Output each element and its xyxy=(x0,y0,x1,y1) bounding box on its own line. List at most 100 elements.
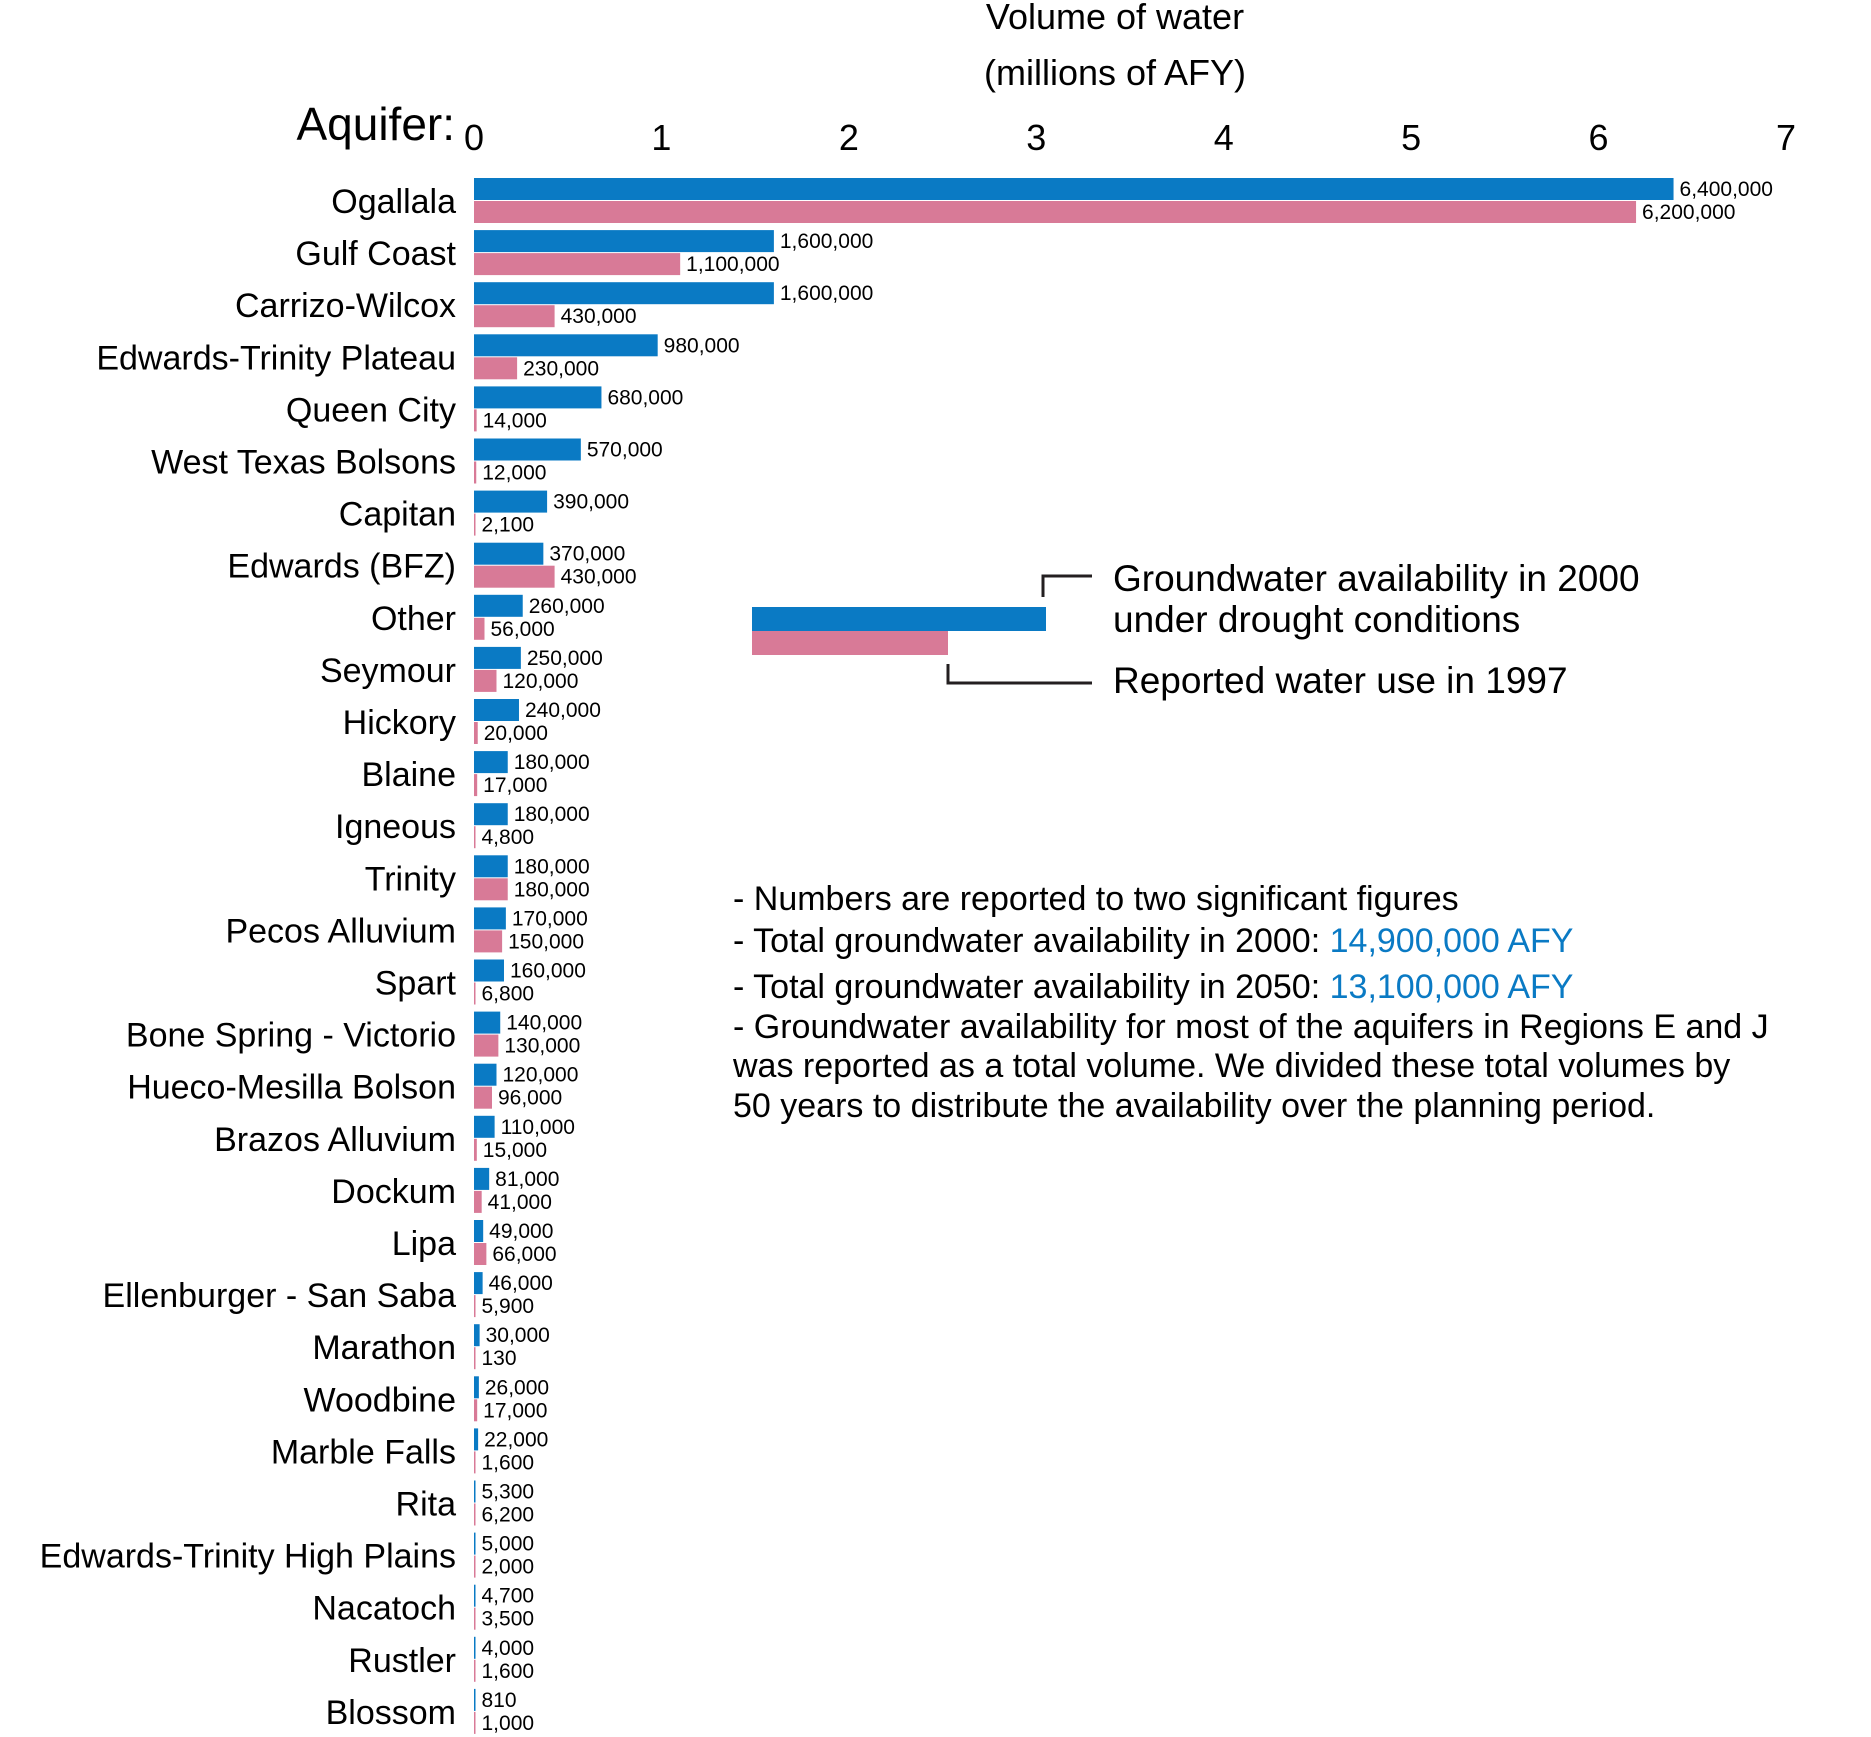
category-label-dockum: Dockum xyxy=(331,1173,456,1211)
bar-availability-2000-brazos-alluvium xyxy=(474,1115,495,1138)
bar-availability-2000-edwards-trinity-plateau xyxy=(474,334,658,357)
value-label-availability-2000-edwards-trinity-plateau: 980,000 xyxy=(664,334,740,357)
note-highlight-2: 14,900,000 AFY xyxy=(1330,922,1574,960)
bar-availability-2000-woodbine xyxy=(474,1376,479,1399)
category-label-ellenburger-san-saba: Ellenburger - San Saba xyxy=(103,1277,457,1315)
bar-availability-2000-nacatoch xyxy=(474,1584,476,1607)
legend-label-water-use: Reported water use in 1997 xyxy=(1113,660,1568,701)
x-axis: Volume of water (millions of AFY) Aquife… xyxy=(296,0,1796,158)
bar-availability-2000-marathon xyxy=(474,1324,480,1347)
note-line-2: - Total groundwater availability in 2000… xyxy=(733,922,1574,960)
bar-water-use-1997-marble-falls xyxy=(474,1451,476,1474)
x-tick-label-3: 3 xyxy=(1026,117,1046,158)
bar-availability-2000-queen-city xyxy=(474,386,602,409)
x-tick-label-6: 6 xyxy=(1589,117,1609,158)
value-label-availability-2000-other: 260,000 xyxy=(529,595,605,618)
category-label-marathon: Marathon xyxy=(312,1329,456,1367)
bar-availability-2000-edwards-trinity-high-plains xyxy=(474,1532,476,1555)
value-label-availability-2000-hickory: 240,000 xyxy=(525,699,601,722)
value-label-availability-2000-pecos-alluvium: 170,000 xyxy=(512,907,588,930)
bar-water-use-1997-bone-spring-victorio xyxy=(474,1034,499,1057)
value-label-water-use-1997-lipa: 66,000 xyxy=(492,1243,556,1266)
bar-water-use-1997-ellenburger-san-saba xyxy=(474,1295,476,1318)
bar-availability-2000-rita xyxy=(474,1480,476,1503)
bar-availability-2000-carrizo-wilcox xyxy=(474,282,774,305)
x-tick-label-0: 0 xyxy=(464,117,484,158)
bar-availability-2000-spart xyxy=(474,959,504,982)
bar-water-use-1997-dockum xyxy=(474,1190,482,1213)
value-label-water-use-1997-other: 56,000 xyxy=(490,618,554,641)
value-label-water-use-1997-carrizo-wilcox: 430,000 xyxy=(561,305,637,328)
legend-label-availability-line-1: Groundwater availability in 2000 xyxy=(1113,558,1640,599)
category-label-lipa: Lipa xyxy=(392,1225,456,1263)
x-tick-label-4: 4 xyxy=(1214,117,1234,158)
value-label-water-use-1997-hickory: 20,000 xyxy=(484,722,548,745)
category-label-seymour: Seymour xyxy=(320,652,456,690)
value-label-availability-2000-woodbine: 26,000 xyxy=(485,1376,549,1399)
category-label-blossom: Blossom xyxy=(326,1694,456,1732)
bar-water-use-1997-spart xyxy=(474,982,476,1005)
bar-water-use-1997-woodbine xyxy=(474,1399,478,1422)
category-label-nacatoch: Nacatoch xyxy=(312,1590,456,1628)
category-label-trinity: Trinity xyxy=(365,860,456,898)
value-label-availability-2000-trinity: 180,000 xyxy=(514,855,590,878)
bar-availability-2000-bone-spring-victorio xyxy=(474,1011,501,1034)
value-label-water-use-1997-spart: 6,800 xyxy=(482,983,535,1006)
value-label-water-use-1997-rustler: 1,600 xyxy=(482,1660,535,1683)
bar-water-use-1997-carrizo-wilcox xyxy=(474,305,555,328)
value-label-availability-2000-capitan: 390,000 xyxy=(553,491,629,514)
note-line-6: 50 years to distribute the availability … xyxy=(733,1087,1655,1125)
bar-availability-2000-marble-falls xyxy=(474,1428,479,1451)
bar-availability-2000-igneous xyxy=(474,803,508,826)
category-label-blaine: Blaine xyxy=(361,756,456,794)
bar-water-use-1997-queen-city xyxy=(474,409,477,432)
note-line-5: was reported as a total volume. We divid… xyxy=(732,1047,1730,1085)
value-label-availability-2000-blossom: 810 xyxy=(482,1689,517,1712)
bar-water-use-1997-west-texas-bolsons xyxy=(474,461,477,484)
value-label-water-use-1997-marble-falls: 1,600 xyxy=(482,1451,535,1474)
value-label-availability-2000-carrizo-wilcox: 1,600,000 xyxy=(780,282,873,305)
bar-water-use-1997-gulf-coast xyxy=(474,253,681,276)
category-label-other: Other xyxy=(371,600,456,638)
value-label-availability-2000-rita: 5,300 xyxy=(482,1481,535,1504)
category-label-edwards-trinity-plateau: Edwards-Trinity Plateau xyxy=(96,339,456,377)
bar-water-use-1997-igneous xyxy=(474,826,476,849)
bar-availability-2000-gulf-coast xyxy=(474,230,774,253)
value-label-water-use-1997-hueco-mesilla-bolson: 96,000 xyxy=(498,1087,562,1110)
value-label-water-use-1997-edwards-trinity-high-plains: 2,000 xyxy=(482,1556,535,1579)
category-label-gulf-coast: Gulf Coast xyxy=(295,235,456,273)
category-label-capitan: Capitan xyxy=(339,496,456,534)
bar-availability-2000-dockum xyxy=(474,1167,490,1190)
value-label-water-use-1997-capitan: 2,100 xyxy=(482,514,535,537)
value-label-availability-2000-blaine: 180,000 xyxy=(514,751,590,774)
value-label-water-use-1997-ogallala: 6,200,000 xyxy=(1642,201,1735,224)
bar-availability-2000-ogallala xyxy=(474,178,1674,200)
bar-water-use-1997-edwards-trinity-high-plains xyxy=(474,1555,476,1578)
notes: - Numbers are reported to two significan… xyxy=(732,880,1769,1125)
category-label-pecos-alluvium: Pecos Alluvium xyxy=(225,912,456,950)
x-axis-title-line-1: Volume of water xyxy=(986,0,1244,37)
note-line-1: - Numbers are reported to two significan… xyxy=(733,880,1459,918)
note-line-3: - Total groundwater availability in 2050… xyxy=(733,968,1574,1006)
x-tick-label-5: 5 xyxy=(1401,117,1421,158)
bar-water-use-1997-other xyxy=(474,617,485,640)
value-label-water-use-1997-bone-spring-victorio: 130,000 xyxy=(504,1035,580,1058)
value-label-availability-2000-seymour: 250,000 xyxy=(527,647,603,670)
bar-water-use-1997-capitan xyxy=(474,513,476,536)
x-tick-label-2: 2 xyxy=(839,117,859,158)
value-label-water-use-1997-blossom: 1,000 xyxy=(482,1712,535,1735)
category-label-hickory: Hickory xyxy=(343,704,456,742)
bar-water-use-1997-trinity xyxy=(474,878,508,901)
value-label-water-use-1997-nacatoch: 3,500 xyxy=(482,1608,535,1631)
category-labels: Ogallala Gulf Coast Carrizo-Wilcox Edwards-… xyxy=(40,183,457,1732)
bar-water-use-1997-blaine xyxy=(474,774,478,797)
x-tick-labels: 0 1 2 3 4 5 6 7 xyxy=(464,117,1796,158)
value-label-water-use-1997-trinity: 180,000 xyxy=(514,878,590,901)
category-label-rustler: Rustler xyxy=(348,1642,456,1680)
category-label-edwards-trinity-high-plains: Edwards-Trinity High Plains xyxy=(40,1538,456,1576)
bar-availability-2000-blossom xyxy=(474,1688,476,1711)
bar-water-use-1997-rita xyxy=(474,1503,476,1526)
value-label-availability-2000-west-texas-bolsons: 570,000 xyxy=(587,439,663,462)
category-label-brazos-alluvium: Brazos Alluvium xyxy=(214,1121,456,1159)
value-label-water-use-1997-edwards-trinity-plateau: 230,000 xyxy=(523,357,599,380)
